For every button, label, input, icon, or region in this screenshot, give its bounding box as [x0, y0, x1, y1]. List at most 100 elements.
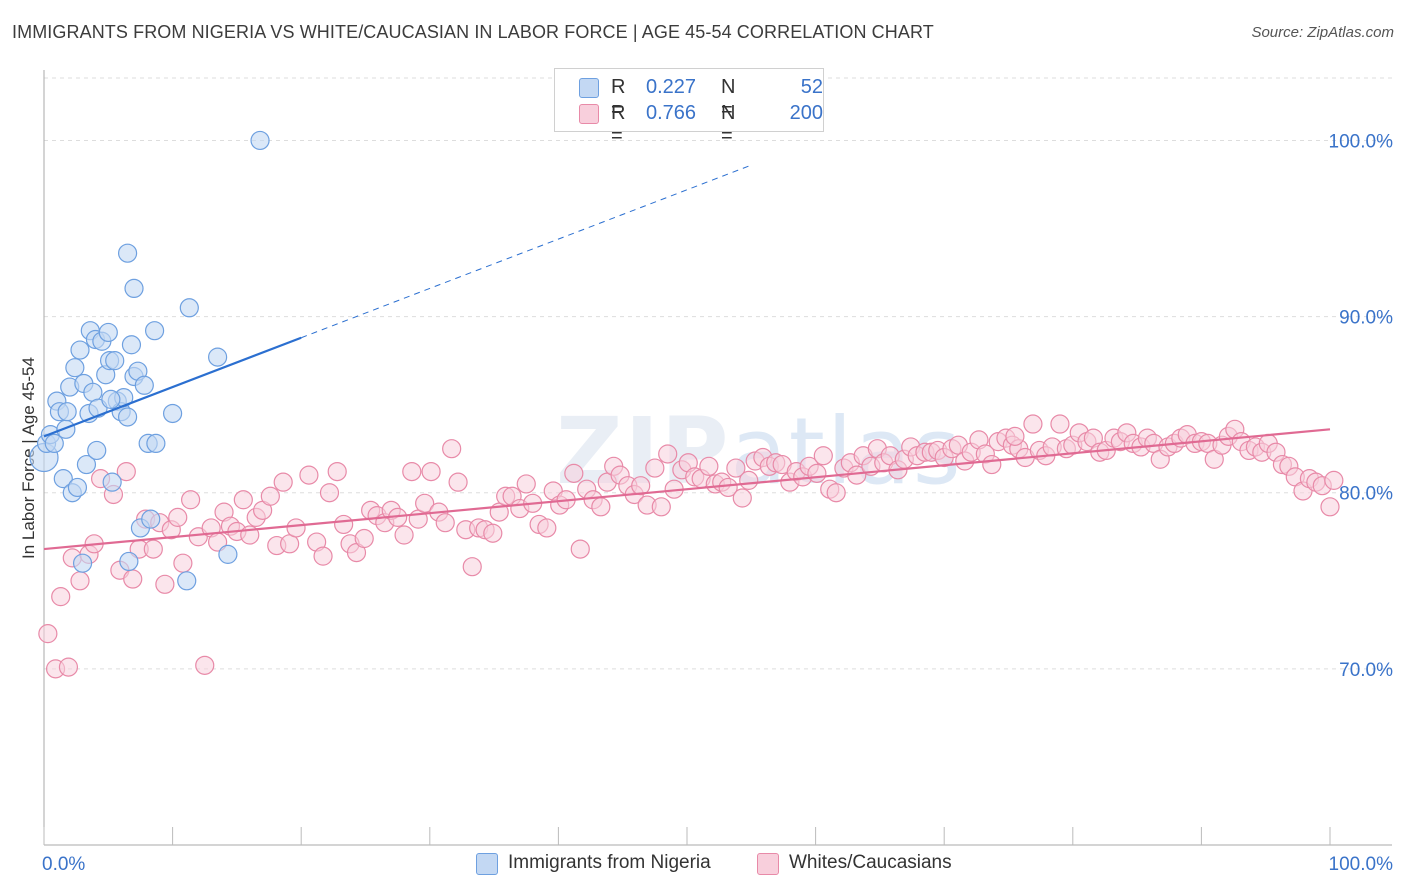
data-point-nigeria	[141, 509, 161, 529]
data-point-nigeria	[250, 130, 270, 151]
data-point-nigeria	[163, 403, 183, 424]
n-label: N =	[721, 102, 736, 147]
data-point-white	[181, 490, 201, 510]
data-point-white	[826, 483, 846, 503]
data-point-white	[273, 472, 293, 492]
r-value: 0.766	[646, 102, 697, 124]
data-point-white	[286, 518, 306, 538]
data-point-nigeria	[124, 278, 144, 299]
blue-swatch-icon	[476, 853, 498, 875]
data-point-white	[448, 472, 468, 492]
data-point-nigeria	[72, 553, 93, 573]
data-point-white	[435, 513, 455, 533]
data-point-white	[1005, 426, 1025, 446]
data-point-white	[516, 474, 536, 494]
data-point-nigeria	[177, 571, 197, 591]
data-point-nigeria	[208, 347, 228, 367]
data-point-nigeria	[117, 407, 138, 427]
data-point-nigeria	[98, 322, 118, 343]
data-point-nigeria	[53, 469, 73, 489]
trendline-nigeria	[43, 336, 302, 438]
legend-label: Immigrants from Nigeria	[508, 852, 711, 873]
stats-legend: R = 0.227 N = 52 R = 0.766 N = 200	[554, 68, 824, 147]
data-point-nigeria	[117, 243, 138, 263]
data-point-white	[732, 488, 752, 508]
data-point-white	[116, 461, 136, 482]
y-tick-label: 70.0%	[1339, 660, 1393, 681]
data-point-nigeria	[179, 298, 199, 318]
trendline-white	[43, 428, 1331, 551]
blue-swatch-icon	[579, 78, 599, 98]
r-label: R =	[611, 76, 626, 121]
data-point-white	[1050, 414, 1070, 434]
y-axis-label: In Labor Force | Age 45-54	[19, 357, 38, 559]
data-point-white	[537, 518, 557, 538]
n-value: 200	[789, 102, 823, 124]
data-point-white	[982, 454, 1002, 475]
pink-swatch-icon	[757, 853, 779, 875]
legend-label: Whites/Caucasians	[789, 852, 952, 873]
data-point-white	[354, 528, 374, 549]
x-tick-label: 100.0%	[1329, 854, 1394, 875]
data-point-white	[394, 525, 414, 545]
data-point-white	[462, 557, 482, 577]
pink-swatch-icon	[579, 104, 599, 124]
data-point-white	[319, 483, 340, 503]
data-point-white	[421, 461, 441, 482]
data-point-white	[699, 456, 719, 476]
data-point-white	[807, 463, 827, 483]
data-point-white	[327, 461, 347, 482]
data-point-white	[123, 569, 143, 589]
data-point-white	[739, 470, 759, 490]
data-point-white	[155, 574, 175, 594]
data-point-white	[195, 655, 215, 675]
data-point-nigeria	[119, 551, 139, 572]
data-point-white	[591, 497, 611, 517]
data-point-nigeria	[44, 433, 64, 454]
data-point-white	[168, 507, 188, 527]
data-point-white	[299, 465, 319, 485]
data-point-nigeria	[83, 382, 103, 402]
data-point-nigeria	[87, 440, 107, 461]
data-point-white	[570, 539, 590, 559]
data-point-white	[483, 523, 503, 543]
data-point-white	[38, 624, 58, 644]
data-point-white	[564, 463, 584, 483]
data-point-white	[402, 461, 422, 482]
chart-title: IMMIGRANTS FROM NIGERIA VS WHITE/CAUCASI…	[12, 22, 934, 42]
data-point-white	[442, 439, 462, 459]
r-value: 0.227	[646, 76, 697, 98]
data-point-white	[631, 476, 651, 496]
data-point-white	[1023, 414, 1043, 434]
data-point-nigeria	[105, 351, 125, 371]
data-point-white	[334, 514, 354, 535]
data-point-white	[51, 587, 71, 607]
data-point-white	[718, 477, 738, 498]
data-point-nigeria	[101, 389, 121, 409]
trendline-nigeria-extension	[301, 164, 752, 339]
data-point-nigeria	[76, 454, 97, 475]
data-point-white	[58, 657, 79, 677]
data-point-white	[1320, 497, 1340, 517]
data-point-nigeria	[134, 375, 154, 395]
n-value: 52	[800, 76, 823, 98]
data-point-white	[233, 490, 253, 510]
data-point-white	[726, 458, 746, 478]
data-point-nigeria	[102, 472, 122, 492]
data-point-white	[260, 486, 280, 506]
data-point-white	[1324, 470, 1344, 490]
data-point-nigeria	[121, 335, 142, 355]
data-point-white	[313, 546, 333, 566]
data-point-white	[70, 571, 90, 591]
y-tick-label: 90.0%	[1339, 308, 1393, 329]
data-point-nigeria	[218, 544, 238, 564]
data-point-nigeria	[70, 340, 90, 360]
y-tick-label: 80.0%	[1339, 484, 1393, 505]
data-point-nigeria	[144, 321, 165, 341]
data-point-nigeria	[146, 433, 166, 454]
source-label: Source: ZipAtlas.com	[1251, 24, 1394, 41]
data-point-white	[143, 539, 163, 559]
data-point-nigeria	[65, 358, 85, 378]
data-point-nigeria	[67, 477, 88, 498]
